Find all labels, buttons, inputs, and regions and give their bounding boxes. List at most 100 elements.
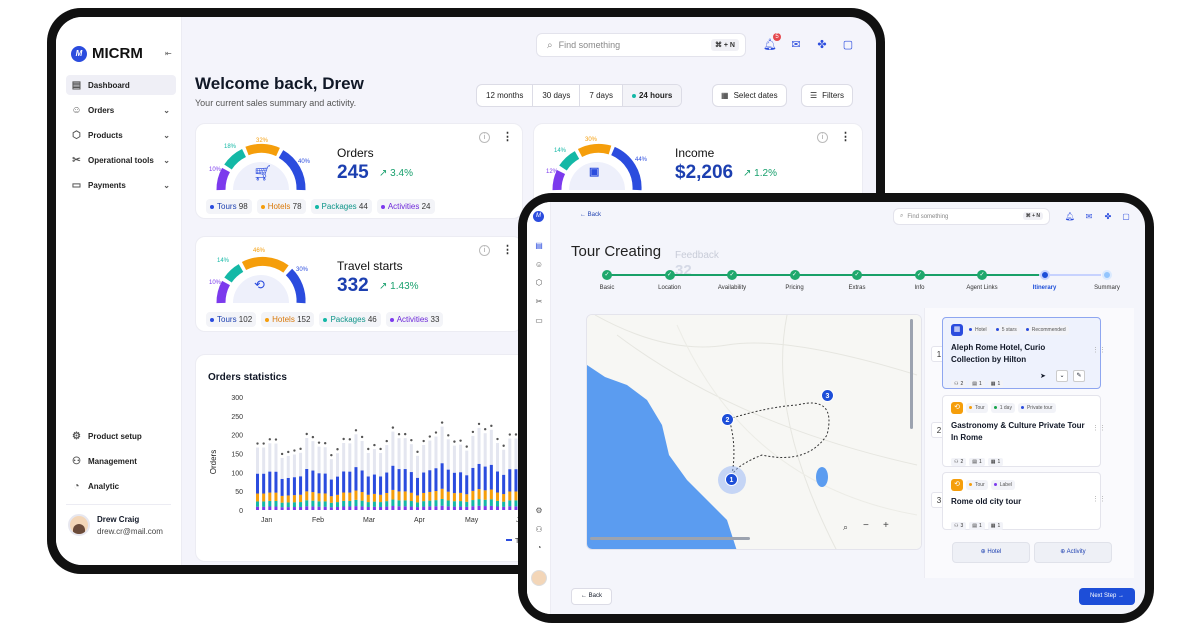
- logo[interactable]: M MICRM: [71, 45, 143, 62]
- sidebar-item-orders[interactable]: ☺ Orders ⌄: [66, 100, 176, 120]
- zoom-in-icon[interactable]: +: [883, 520, 889, 531]
- user-profile[interactable]: Drew Craig drew.cr@mail.com: [68, 514, 163, 536]
- card-icon[interactable]: ▭: [535, 316, 543, 325]
- collapse-sidebar-icon[interactable]: ⇤: [165, 49, 172, 58]
- map-pin-1[interactable]: 1: [725, 473, 738, 486]
- range-7-days[interactable]: 7 days: [580, 85, 623, 106]
- logo-icon: M: [71, 45, 87, 62]
- bar-point: [410, 438, 413, 442]
- bar-segment: [366, 476, 370, 495]
- bar-segment: [397, 469, 401, 492]
- inbox-icon[interactable]: ✉: [791, 39, 801, 51]
- sidebar-item-label: Analytic: [88, 481, 120, 491]
- bar-segment: [348, 506, 352, 510]
- step-summary[interactable]: [1102, 270, 1112, 280]
- info-icon[interactable]: i: [479, 245, 490, 256]
- inbox-icon[interactable]: ✉: [1085, 212, 1093, 221]
- more-icon[interactable]: ⋮: [840, 131, 851, 143]
- chat-icon[interactable]: ▢: [842, 39, 854, 51]
- bar-point: [360, 435, 364, 439]
- bar-segment: [471, 506, 475, 510]
- filters-button[interactable]: ☰ Filters: [801, 84, 853, 107]
- range-12-months[interactable]: 12 months: [477, 85, 534, 106]
- itinerary-item-hotel[interactable]: ▦ Hotel 5 stars Recommended Aleph Rome H…: [942, 317, 1106, 389]
- step-label: Pricing: [785, 285, 804, 291]
- puzzle-icon[interactable]: ✤: [817, 39, 827, 51]
- gauge-label: 14%: [554, 148, 567, 154]
- bell-icon[interactable]: 🔔︎ 5: [763, 33, 781, 52]
- zoom-search-icon[interactable]: ⌕: [843, 522, 849, 532]
- more-icon[interactable]: ⋮: [502, 244, 513, 256]
- zoom-out-icon[interactable]: −: [863, 520, 869, 531]
- sidebar-item-management[interactable]: ⚇ Management: [66, 451, 176, 471]
- itinerary-item-tour[interactable]: ⟲ Tour 1 day Private tour Gastronomy & C…: [942, 395, 1106, 467]
- step-location[interactable]: ✓: [664, 270, 675, 280]
- sidebar-item-operational-tools[interactable]: ✂ Operational tools ⌄: [66, 150, 176, 170]
- bar-point: [336, 448, 339, 451]
- bar-segment: [459, 501, 463, 507]
- next-step-button[interactable]: Next Step →: [1079, 588, 1135, 605]
- more-icon[interactable]: ⋮: [502, 131, 513, 143]
- users-icon[interactable]: ⚇: [535, 525, 543, 534]
- bar-segment: [342, 506, 346, 510]
- avatar[interactable]: [531, 570, 547, 586]
- range-24-hours[interactable]: 24 hours: [622, 85, 682, 106]
- bar-segment: [317, 473, 321, 494]
- sidebar-item-dashboard[interactable]: ▤ Dashboard: [66, 75, 176, 95]
- select-dates-button[interactable]: ▦ Select dates: [712, 84, 787, 107]
- step-extras[interactable]: ✓: [852, 270, 862, 280]
- map[interactable]: 1 2 3 ⌕ − +: [586, 314, 922, 550]
- drag-handle-icon[interactable]: ⋮⋮: [1092, 347, 1106, 354]
- sidebar-item-products[interactable]: ⬡ Products ⌄: [66, 125, 176, 145]
- smile-icon[interactable]: ☺: [534, 260, 544, 269]
- chat-icon[interactable]: ▢: [1122, 212, 1130, 221]
- step-itinerary[interactable]: [1039, 270, 1050, 280]
- drag-handle-icon[interactable]: ⋮⋮: [1092, 425, 1106, 432]
- drag-handle-icon[interactable]: ⋮⋮: [1092, 496, 1106, 503]
- sidebar-item-payments[interactable]: ▭ Payments ⌄: [66, 175, 176, 195]
- gear-icon[interactable]: ⚙: [535, 506, 543, 515]
- gauge-label: 30%: [296, 267, 309, 273]
- add-activity-button[interactable]: ⊕ Activity: [1034, 542, 1112, 563]
- bar-segment: [329, 496, 333, 503]
- step-availability[interactable]: ✓: [727, 270, 737, 280]
- tools-icon[interactable]: ✂: [535, 297, 543, 306]
- step-pricing[interactable]: ✓: [789, 270, 800, 280]
- dashboard-icon[interactable]: ▤: [535, 241, 543, 250]
- bar-segment: [440, 498, 444, 506]
- sidebar-item-analytic[interactable]: ◔ Analytic: [66, 476, 176, 496]
- bar-segment: [317, 493, 321, 502]
- footer-back-button[interactable]: ← Back: [571, 588, 612, 605]
- bell-icon[interactable]: 🔔︎: [1064, 212, 1076, 221]
- pie-icon[interactable]: ◔: [536, 543, 542, 552]
- step-agent-links[interactable]: ✓: [977, 270, 987, 280]
- sidebar-item-product-setup[interactable]: ⚙ Product setup: [66, 426, 176, 446]
- map-pin-3[interactable]: 3: [821, 389, 834, 402]
- bar-point: [465, 445, 468, 448]
- logo-icon[interactable]: M: [533, 211, 544, 222]
- cube-icon[interactable]: ⬡: [535, 278, 543, 287]
- bar-point: [330, 453, 333, 457]
- edit-icon[interactable]: ✎: [1073, 370, 1085, 382]
- step-basic[interactable]: ✓: [602, 270, 612, 280]
- search-input[interactable]: ⌕ Find something ⌘ + N: [893, 208, 1050, 225]
- add-hotel-button[interactable]: ⊕ Hotel: [952, 542, 1030, 563]
- back-link[interactable]: ← Back: [580, 212, 601, 218]
- gauge-segment-hotels: [245, 143, 280, 157]
- bar-segment: [311, 506, 315, 510]
- range-30-days[interactable]: 30 days: [533, 85, 581, 106]
- gauge-segment-packages: [224, 148, 247, 170]
- itinerary-item-tour[interactable]: ⟲ Tour Label Rome old city tour ⚇ 3 ▤ 1 ▦ 1 ⋮…: [942, 472, 1106, 530]
- info-icon[interactable]: i: [817, 132, 828, 143]
- bar-segment: [452, 472, 456, 494]
- info-icon[interactable]: i: [479, 132, 490, 143]
- search-input[interactable]: ⌕ Find something ⌘ + N: [536, 33, 746, 57]
- tag-packages: Packages 44: [310, 199, 372, 214]
- pill: 5 stars: [992, 325, 1020, 335]
- map-pin-2[interactable]: 2: [721, 413, 734, 426]
- step-info[interactable]: ✓: [914, 270, 925, 280]
- sidebar-item-label: Operational tools: [88, 155, 154, 165]
- puzzle-icon[interactable]: ✤: [1104, 212, 1112, 221]
- chevron-down-icon[interactable]: ⌄: [1056, 370, 1068, 382]
- bar-segment: [336, 502, 339, 507]
